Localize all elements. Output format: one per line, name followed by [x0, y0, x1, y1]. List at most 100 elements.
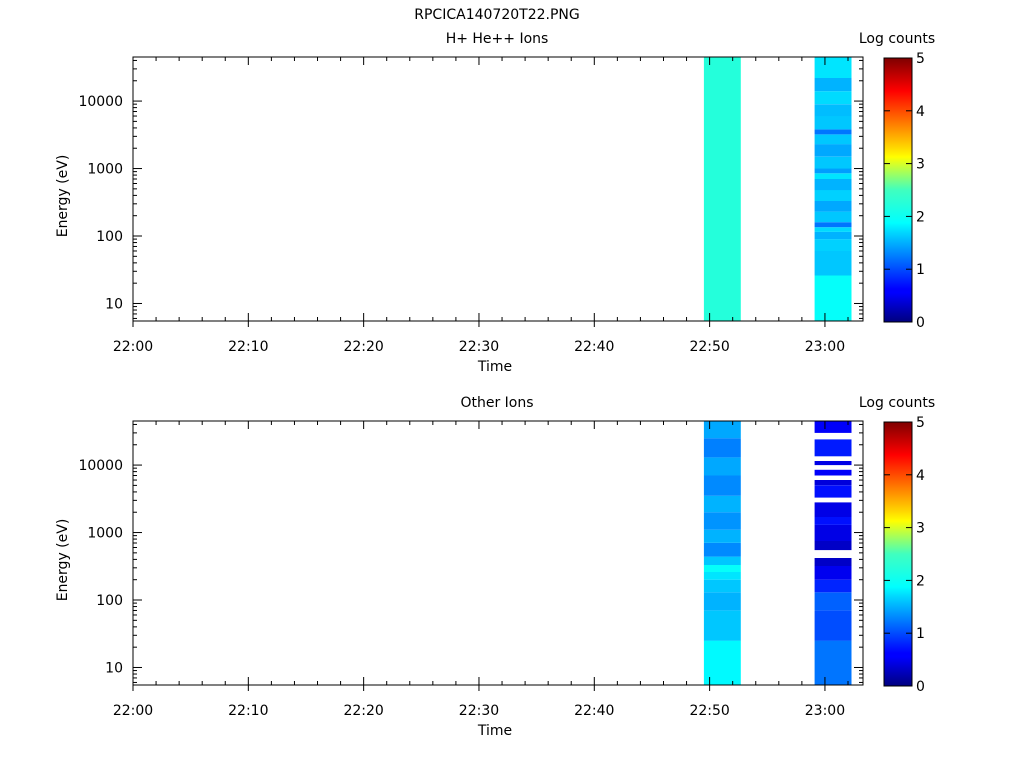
colorbar-ticks: 0 1 2 3 4 5: [884, 51, 925, 331]
x-axis-ticks: 22:00 22:10 22:20 22:30 22:40 22:50 23:00: [113, 57, 849, 355]
heatmap-cell: [814, 439, 852, 457]
y-tick-label: 1000: [87, 162, 123, 178]
y-axis-label: Energy (eV): [55, 519, 71, 602]
colorbar-ticks: 0 1 2 3 4 5: [884, 415, 925, 695]
colorbar-label: Log counts: [859, 395, 935, 411]
colorbar-tick-label: 2: [916, 573, 925, 589]
colorbar-tick-label: 4: [916, 104, 925, 120]
x-tick-label: 22:00: [113, 339, 153, 355]
heatmap-cell: [814, 222, 852, 228]
heatmap-cell: [814, 579, 852, 593]
colorbar-tick-label: 0: [916, 679, 925, 695]
y-tick-label: 100: [96, 593, 123, 609]
heatmap-cell: [814, 179, 852, 191]
heatmap-cell: [703, 495, 741, 513]
x-tick-label: 23:00: [805, 703, 845, 719]
heatmap-cell: [703, 475, 741, 496]
figure-title: RPCICA140720T22.PNG: [414, 7, 579, 23]
colorbar: Log counts 0 1 2 3 4 5: [859, 395, 935, 695]
colorbar-tick-label: 1: [916, 626, 925, 642]
heatmap-cell: [814, 231, 852, 240]
heatmap-cell: [814, 421, 852, 433]
panel-title: H+ He++ Ions: [446, 31, 549, 47]
heatmap-cell: [814, 469, 852, 476]
heatmap-cell: [814, 485, 852, 498]
heatmap-cell: [703, 579, 741, 593]
x-axis-label: Time: [477, 359, 512, 375]
heatmap-cell: [814, 78, 852, 92]
panel-title: Other Ions: [460, 395, 533, 411]
heatmap-cell: [814, 275, 852, 321]
heatmap-cell: [703, 572, 741, 580]
x-tick-label: 22:10: [228, 703, 268, 719]
x-tick-label: 22:20: [343, 339, 383, 355]
x-tick-label: 22:10: [228, 339, 268, 355]
heatmap-cell: [703, 592, 741, 611]
heatmap-cell: [814, 558, 852, 566]
heatmap-cell: [703, 556, 741, 565]
heatmap-cell: [814, 610, 852, 641]
y-tick-label: 10000: [78, 94, 123, 110]
y-axis-ticks: 10 100 1000 10000: [78, 59, 863, 319]
heatmap-cell: [814, 524, 852, 541]
heatmap-cell: [703, 610, 741, 641]
y-tick-label: 10000: [78, 458, 123, 474]
heatmap-cell: [814, 173, 852, 179]
heatmap-cell: [814, 565, 852, 580]
y-tick-label: 10: [105, 660, 123, 676]
heatmap-cell: [814, 640, 852, 685]
heatmap-cell: [814, 541, 852, 551]
heatmap-cell: [703, 529, 741, 543]
y-axis-label: Energy (eV): [55, 155, 71, 238]
heatmap-cell: [814, 227, 852, 232]
y-tick-label: 10: [105, 296, 123, 312]
x-tick-label: 22:30: [459, 703, 499, 719]
colorbar-gradient: [883, 57, 913, 323]
heatmap-cell: [814, 91, 852, 105]
heatmap-cell: [814, 129, 852, 135]
heatmap-cell: [814, 134, 852, 145]
heatmap-cell: [703, 421, 741, 439]
heatmap-cell: [814, 57, 852, 78]
heatmap-cell: [814, 480, 852, 486]
heatmap-layer: [703, 57, 852, 321]
x-axis-label: Time: [477, 723, 512, 739]
colorbar-tick-label: 5: [916, 51, 925, 67]
heatmap-layer: [703, 421, 852, 685]
heatmap-cell: [703, 457, 741, 476]
colorbar: Log counts 0 1 2 3 4 5: [859, 31, 935, 331]
heatmap-cell: [814, 517, 852, 525]
heatmap-cell: [814, 502, 852, 517]
heatmap-cell: [703, 543, 741, 557]
heatmap-cell: [703, 57, 741, 321]
x-tick-label: 22:00: [113, 703, 153, 719]
heatmap-cell: [814, 251, 852, 276]
x-tick-label: 22:50: [689, 339, 729, 355]
heatmap-cell: [703, 438, 741, 458]
heatmap-cell: [814, 104, 852, 117]
heatmap-cell: [703, 565, 741, 572]
colorbar-label: Log counts: [859, 31, 935, 47]
x-tick-label: 22:40: [574, 703, 614, 719]
heatmap-cell: [814, 239, 852, 251]
y-tick-label: 100: [96, 229, 123, 245]
colorbar-tick-label: 3: [916, 521, 925, 537]
y-axis-ticks: 10 100 1000 10000: [78, 423, 863, 683]
heatmap-cell: [814, 168, 852, 174]
heatmap-cell: [814, 592, 852, 611]
plot-frame: [132, 420, 864, 686]
colorbar-tick-label: 2: [916, 209, 925, 225]
x-tick-label: 22:20: [343, 703, 383, 719]
heatmap-cell: [703, 512, 741, 530]
colorbar-tick-label: 5: [916, 415, 925, 431]
plot-frame: [132, 56, 864, 322]
x-axis-ticks: 22:00 22:10 22:20 22:30 22:40 22:50 23:00: [113, 421, 849, 719]
heatmap-cell: [814, 190, 852, 201]
y-tick-label: 1000: [87, 526, 123, 542]
x-tick-label: 22:40: [574, 339, 614, 355]
heatmap-cell: [814, 156, 852, 169]
x-tick-label: 22:30: [459, 339, 499, 355]
colorbar-tick-label: 3: [916, 157, 925, 173]
